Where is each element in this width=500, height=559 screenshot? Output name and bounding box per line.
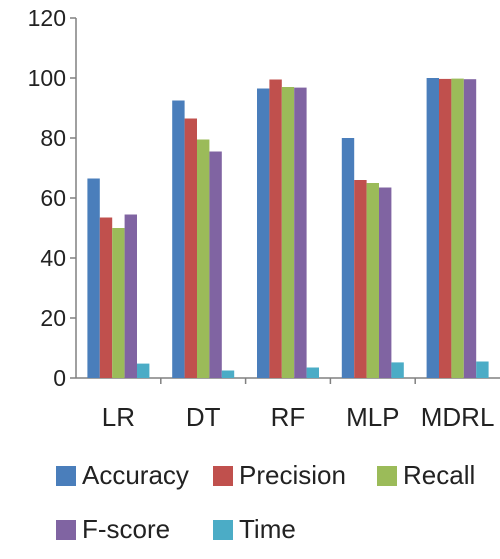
bar-recall-lr [112,228,125,378]
bar-time-lr [137,363,150,378]
bar-f-score-dt [209,151,222,378]
bar-precision-lr [99,217,113,378]
bar-precision-rf [269,79,282,378]
y-tick-label: 100 [28,65,66,91]
x-category-labels: LR DT RF MLP MDRL [102,378,495,432]
bar-accuracy-mlp [341,138,355,378]
x-category-label: MDRL [421,402,495,432]
bar-time-mlp [391,362,404,378]
x-category-label: MLP [346,402,399,432]
y-tick-label: 40 [40,245,66,271]
bar-time-rf [306,367,319,378]
bar-f-score-lr [124,214,137,378]
bar-time-mdrl [476,361,489,378]
bars [87,78,489,379]
x-category-label: LR [102,402,135,432]
bar-f-score-rf [294,87,307,378]
bar-precision-mlp [354,180,367,378]
x-category-label: DT [186,402,221,432]
bar-precision-mdrl [439,78,452,379]
y-tick-label: 60 [40,185,66,211]
bar-time-dt [221,370,235,378]
bar-precision-dt [184,118,197,378]
bar-f-score-mlp [379,187,392,378]
bar-recall-rf [281,87,295,378]
bar-accuracy-lr [87,178,100,378]
bar-f-score-mdrl [463,79,477,378]
y-ticks: 0 20 40 60 80 100 120 [28,5,76,391]
y-tick-label: 120 [28,5,66,31]
bar-accuracy-mdrl [426,78,439,378]
y-tick-label: 80 [40,125,66,151]
y-tick-label: 20 [40,305,66,331]
bar-recall-dt [197,139,210,378]
bar-accuracy-dt [172,100,185,378]
y-tick-label: 0 [53,365,66,391]
bar-accuracy-rf [257,88,270,378]
x-category-label: RF [271,402,306,432]
bar-recall-mlp [366,183,379,378]
bar-recall-mdrl [451,78,464,378]
